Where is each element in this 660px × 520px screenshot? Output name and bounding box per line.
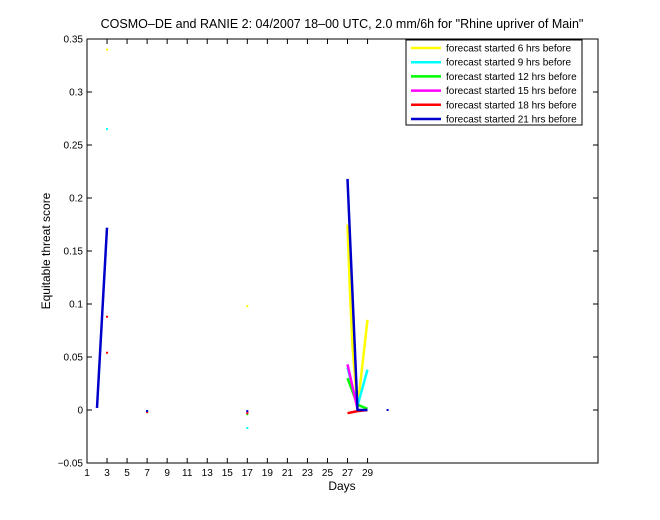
legend-label: forecast started 18 hrs before: [446, 100, 577, 111]
x-tick-label: 9: [164, 468, 170, 479]
chart-title: COSMO–DE and RANIE 2: 04/2007 18–00 UTC,…: [101, 17, 584, 31]
y-tick-label: 0: [77, 406, 83, 417]
data-point: [106, 315, 109, 318]
x-tick-label: 17: [242, 468, 254, 479]
x-tick-label: 13: [202, 468, 214, 479]
x-tick-label: 27: [342, 468, 354, 479]
data-point: [246, 411, 249, 414]
y-axis-label: Equitable threat score: [39, 192, 53, 309]
x-tick-label: 11: [182, 468, 193, 479]
legend-label: forecast started 6 hrs before: [446, 44, 572, 55]
series-line: [346, 224, 369, 410]
data-point: [246, 305, 249, 308]
y-tick-label: 0.05: [64, 353, 84, 364]
legend-label: forecast started 9 hrs before: [446, 58, 572, 69]
data-point: [106, 48, 109, 51]
x-tick-label: 1: [84, 468, 90, 479]
legend-entry: forecast started 21 hrs before: [411, 115, 577, 126]
x-tick-label: 23: [302, 468, 314, 479]
x-tick-label: 3: [104, 468, 110, 479]
data-point: [246, 427, 249, 430]
data-point: [246, 412, 249, 415]
series-line: [346, 364, 359, 410]
x-tick-label: 25: [322, 468, 334, 479]
legend: forecast started 6 hrs before forecast st…: [405, 39, 583, 126]
legend-label: forecast started 21 hrs before: [446, 115, 577, 126]
y-tick-label: 0.25: [64, 141, 84, 152]
series-line: [95, 227, 109, 408]
data-point: [246, 413, 249, 416]
x-tick-label: 19: [262, 468, 274, 479]
legend-entry: forecast started 9 hrs before: [411, 58, 572, 69]
series-layer: [95, 48, 389, 430]
x-tick-label: 15: [222, 468, 234, 479]
data-point: [146, 411, 149, 414]
data-point: [386, 409, 389, 411]
x-axis: 1 3 5 7 9 11 13 15 17 19 21 23 25 27 29: [84, 39, 374, 479]
data-point: [106, 128, 109, 131]
y-axis: −0.05 0 0.05 0.1 0.15 0.2 0.25 0.3 0.35: [58, 35, 598, 470]
legend-entry: forecast started 15 hrs before: [411, 86, 577, 97]
y-tick-label: 0.2: [69, 194, 83, 205]
y-tick-label: 0.15: [64, 247, 84, 258]
data-point: [106, 351, 109, 354]
legend-entry: forecast started 18 hrs before: [411, 100, 577, 111]
x-tick-label: 5: [124, 468, 130, 479]
x-tick-label: 7: [144, 468, 150, 479]
data-point: [246, 410, 249, 413]
y-tick-label: 0.3: [69, 88, 83, 99]
series-line: [346, 178, 368, 412]
x-axis-label: Days: [328, 479, 355, 493]
series-6: [95, 178, 389, 413]
x-tick-label: 21: [282, 468, 294, 479]
y-tick-label: 0.1: [69, 300, 83, 311]
y-tick-label: −0.05: [58, 459, 84, 470]
legend-label: forecast started 15 hrs before: [446, 86, 577, 97]
y-tick-label: 0.35: [64, 35, 84, 46]
series-4: [246, 364, 359, 414]
legend-box: [405, 39, 583, 126]
legend-entry: forecast started 6 hrs before: [411, 44, 572, 55]
legend-entry: forecast started 12 hrs before: [411, 72, 577, 83]
data-point: [146, 410, 149, 413]
legend-label: forecast started 12 hrs before: [446, 72, 577, 83]
x-tick-label: 29: [362, 468, 374, 479]
